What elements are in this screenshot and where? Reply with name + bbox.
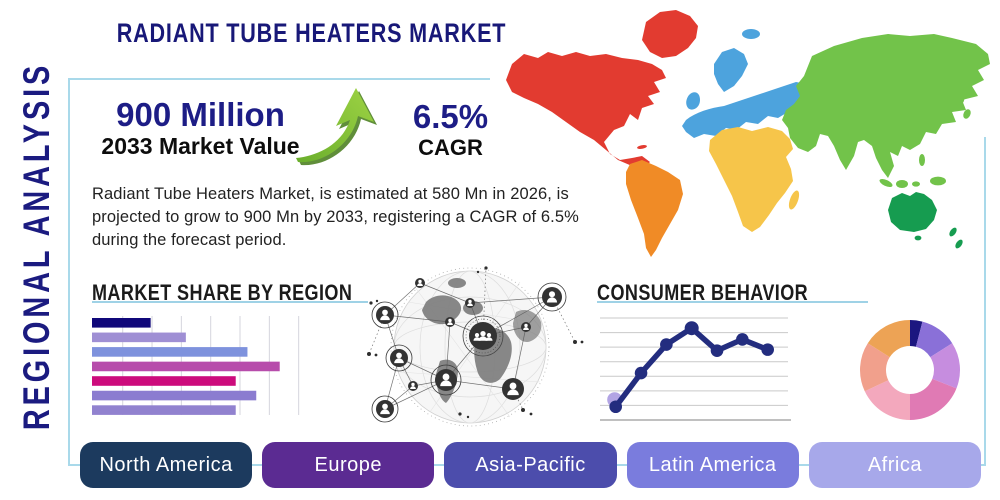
vertical-title: REGIONAL ANALYSIS xyxy=(16,61,57,431)
map-philippines xyxy=(919,154,925,166)
page-title: RADIANT TUBE HEATERS MARKET xyxy=(116,18,507,48)
map-new-guinea xyxy=(930,176,946,186)
consumer-behavior-line-chart xyxy=(600,317,791,421)
vertical-title-wrap: REGIONAL ANALYSIS xyxy=(0,62,74,430)
region-button-row: North America Europe Asia-Pacific Latin … xyxy=(80,442,982,488)
market-share-heading: MARKET SHARE BY REGION xyxy=(92,280,353,305)
map-africa xyxy=(709,127,793,232)
market-share-underline xyxy=(92,301,368,303)
network-globe-illustration xyxy=(367,266,584,427)
map-japan-1 xyxy=(955,94,965,106)
market-value: 900 Million xyxy=(116,96,285,133)
map-tasmania xyxy=(914,235,922,241)
map-scandinavia xyxy=(714,48,748,92)
button-africa[interactable]: Africa xyxy=(808,442,982,488)
map-iceland xyxy=(742,29,760,39)
box-border-left xyxy=(68,78,70,466)
box-border-top xyxy=(68,78,490,80)
region-donut-chart xyxy=(860,320,960,420)
map-nz-north xyxy=(949,227,957,237)
consumer-behavior-underline xyxy=(597,301,868,303)
map-south-america xyxy=(626,160,683,257)
map-cuba xyxy=(637,145,647,149)
map-sulawesi xyxy=(912,181,920,187)
growth-arrow-icon xyxy=(296,88,377,166)
map-borneo xyxy=(896,180,908,188)
map-nz-south xyxy=(955,239,963,249)
map-greenland xyxy=(642,10,698,58)
map-north-america xyxy=(506,52,666,168)
map-sumatra xyxy=(879,178,893,188)
map-asia xyxy=(782,34,990,178)
world-map xyxy=(506,10,990,257)
map-uk xyxy=(686,92,700,110)
cagr-caption: CAGR xyxy=(418,135,483,160)
button-north-america[interactable]: North America xyxy=(80,442,253,488)
market-description: Radiant Tube Heaters Market, is estimate… xyxy=(92,185,579,249)
market-value-caption: 2033 Market Value xyxy=(101,133,300,159)
button-asia-pacific[interactable]: Asia-Pacific xyxy=(444,442,617,488)
map-japan-2 xyxy=(963,109,971,119)
map-australia xyxy=(888,192,937,232)
consumer-behavior-heading: CONSUMER BEHAVIOR xyxy=(597,280,809,305)
button-latin-america[interactable]: Latin America xyxy=(626,442,799,488)
map-europe-mainland xyxy=(682,82,808,138)
market-share-bar-chart xyxy=(92,316,300,415)
box-border-right xyxy=(984,137,986,466)
button-europe[interactable]: Europe xyxy=(262,442,435,488)
cagr-value: 6.5% xyxy=(412,98,489,135)
map-madagascar xyxy=(788,190,800,210)
